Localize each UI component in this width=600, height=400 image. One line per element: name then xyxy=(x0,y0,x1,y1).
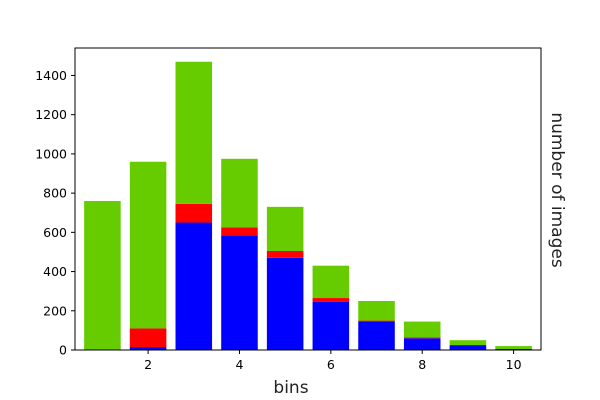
x-axis: 2 4 6 8 10 xyxy=(144,350,522,372)
x-tick-label: 2 xyxy=(144,357,152,372)
y-tick-label: 600 xyxy=(43,225,67,240)
bar-segment-1-bin-9 xyxy=(449,345,487,350)
bar-segment-1-bin-6 xyxy=(312,301,350,350)
y-tick-label: 400 xyxy=(43,264,67,279)
y-tick-label: 200 xyxy=(43,303,67,318)
bar-segment-2-bin-8 xyxy=(403,337,441,339)
bar-segment-3-bin-4 xyxy=(221,158,258,228)
x-tick-label: 4 xyxy=(235,357,243,372)
bar-segment-3-bin-3 xyxy=(175,61,213,204)
x-axis-title: bins xyxy=(273,378,308,398)
bar-segment-2-bin-6 xyxy=(312,298,350,302)
bar-segment-2-bin-7 xyxy=(358,320,395,322)
bar-segment-1-bin-5 xyxy=(266,257,304,350)
bar-segment-1-bin-8 xyxy=(403,338,441,350)
x-tick-label: 10 xyxy=(506,357,522,372)
bar-segment-3-bin-9 xyxy=(449,340,487,346)
y-tick-label: 800 xyxy=(43,186,67,201)
y-axis-title: number of images xyxy=(547,112,567,267)
y-tick-label: 1200 xyxy=(35,107,67,122)
bar-segment-1-bin-4 xyxy=(221,235,258,350)
bar-segment-2-bin-3 xyxy=(175,203,213,223)
bars xyxy=(84,61,532,350)
bar-segment-1-bin-3 xyxy=(175,222,213,350)
y-tick-label: 1000 xyxy=(35,146,67,161)
bar-segment-3-bin-8 xyxy=(403,321,441,338)
x-tick-label: 6 xyxy=(327,357,335,372)
plot-frame xyxy=(74,47,542,351)
bar-segment-2-bin-5 xyxy=(266,250,304,258)
bar-segment-1-bin-2 xyxy=(129,347,167,350)
y-tick-label: 1400 xyxy=(35,68,67,83)
y-axis: 0 200 400 600 800 1000 1200 1400 xyxy=(35,68,75,358)
bar-segment-3-bin-6 xyxy=(312,265,350,299)
x-tick-label: 8 xyxy=(418,357,426,372)
bar-segment-2-bin-2 xyxy=(129,328,167,348)
bar-segment-3-bin-2 xyxy=(129,161,167,329)
bar-segment-3-bin-10 xyxy=(495,346,532,350)
bar-segment-3-bin-5 xyxy=(266,206,304,251)
bar-segment-1-bin-7 xyxy=(358,321,395,350)
bar-segment-3-bin-7 xyxy=(358,300,395,321)
y-tick-label: 0 xyxy=(59,343,67,358)
bar-segment-3-bin-1 xyxy=(84,200,121,350)
bar-segment-2-bin-4 xyxy=(221,227,258,236)
